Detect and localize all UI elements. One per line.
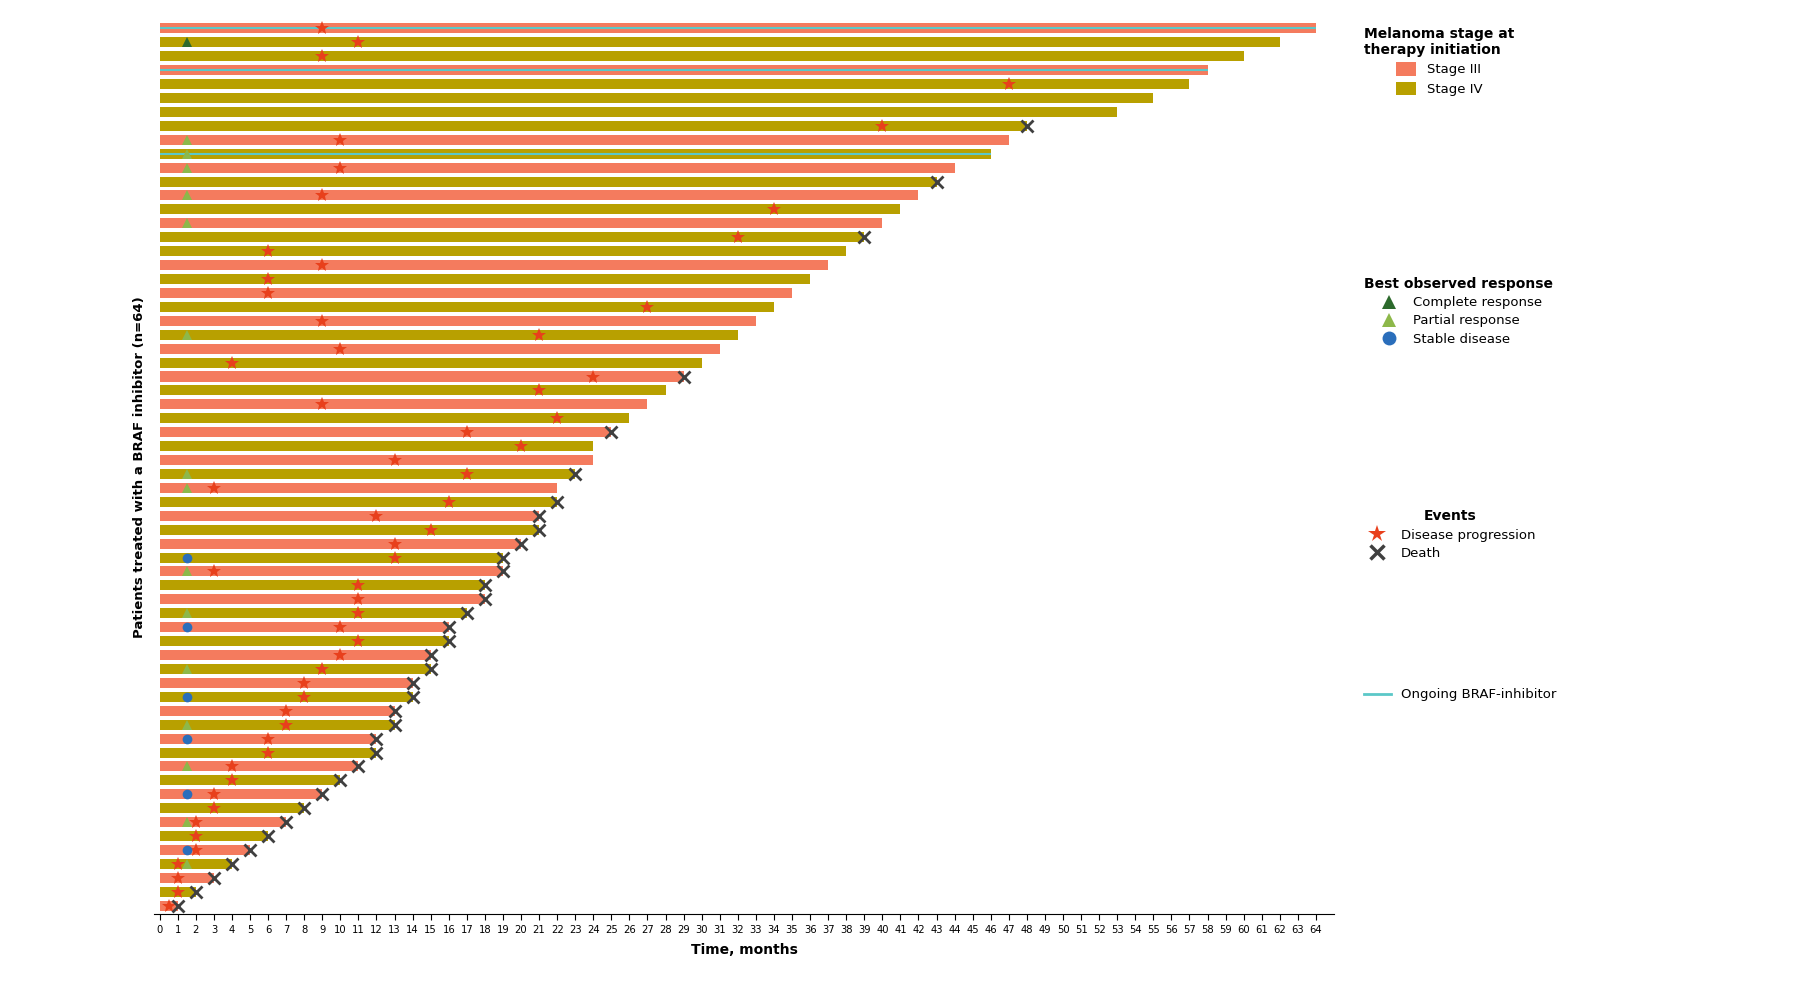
Bar <box>160 344 720 354</box>
Bar <box>160 191 918 201</box>
Bar <box>160 330 738 340</box>
Bar <box>160 664 430 674</box>
Legend: Ongoing BRAF-inhibitor: Ongoing BRAF-inhibitor <box>1364 688 1556 701</box>
Bar <box>160 37 1279 47</box>
Bar <box>160 608 466 618</box>
Bar <box>160 538 521 548</box>
Bar <box>160 414 629 424</box>
Bar <box>160 219 882 229</box>
Bar <box>160 678 412 688</box>
Bar <box>160 260 827 270</box>
Bar <box>160 497 557 506</box>
Bar <box>160 719 394 729</box>
Bar <box>160 51 1243 61</box>
Bar <box>160 135 1009 145</box>
Bar <box>160 65 1206 75</box>
Bar <box>160 789 323 799</box>
Bar <box>160 803 305 813</box>
X-axis label: Time, months: Time, months <box>691 943 796 957</box>
Bar <box>160 442 593 452</box>
Bar <box>160 873 214 883</box>
Bar <box>160 246 845 256</box>
Bar <box>160 400 648 410</box>
Bar <box>160 23 1315 33</box>
Bar <box>160 302 773 312</box>
Bar <box>160 524 539 534</box>
Bar <box>160 372 684 382</box>
Bar <box>160 163 954 173</box>
Bar <box>160 636 448 646</box>
Bar <box>160 386 666 396</box>
Bar <box>160 566 502 576</box>
Bar <box>160 93 1152 103</box>
Bar <box>160 232 863 242</box>
Bar <box>160 845 250 855</box>
Bar <box>160 358 702 368</box>
Bar <box>160 650 430 660</box>
Bar <box>160 469 575 479</box>
Y-axis label: Patients treated with a BRAF inhibitor (n=64): Patients treated with a BRAF inhibitor (… <box>132 296 145 638</box>
Bar <box>160 859 232 869</box>
Bar <box>160 831 268 841</box>
Bar <box>160 552 502 562</box>
Bar <box>160 775 341 785</box>
Bar <box>160 692 412 702</box>
Bar <box>160 428 611 438</box>
Bar <box>160 205 900 215</box>
Bar <box>160 622 448 632</box>
Bar <box>160 79 1188 89</box>
Bar <box>160 733 375 743</box>
Bar <box>160 580 484 590</box>
Bar <box>160 761 357 771</box>
Bar <box>160 121 1027 131</box>
Bar <box>160 594 484 604</box>
Bar <box>160 316 755 326</box>
Bar <box>160 107 1117 117</box>
Bar <box>160 288 791 298</box>
Bar <box>160 817 287 827</box>
Bar <box>160 510 539 520</box>
Bar <box>160 177 936 187</box>
Bar <box>160 483 557 493</box>
Bar <box>160 887 196 897</box>
Bar <box>160 149 990 159</box>
Bar <box>160 747 375 757</box>
Bar <box>160 901 178 911</box>
Bar <box>160 705 394 715</box>
Bar <box>160 274 809 284</box>
Bar <box>160 456 593 466</box>
